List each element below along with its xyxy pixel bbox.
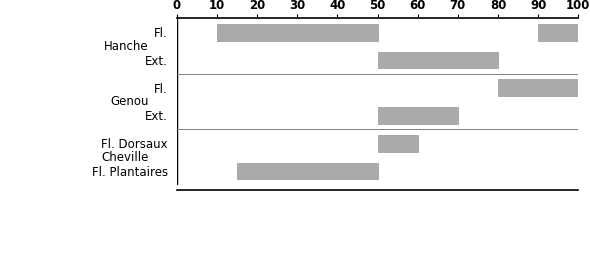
Bar	[378, 52, 498, 68]
Bar	[237, 163, 378, 179]
Bar	[217, 24, 378, 41]
Text: Cheville: Cheville	[101, 150, 149, 164]
Text: Hanche: Hanche	[104, 40, 149, 53]
Bar	[538, 24, 578, 41]
Bar	[378, 135, 418, 152]
Text: Genou: Genou	[110, 95, 149, 108]
Bar	[498, 79, 578, 96]
Bar	[378, 107, 458, 124]
